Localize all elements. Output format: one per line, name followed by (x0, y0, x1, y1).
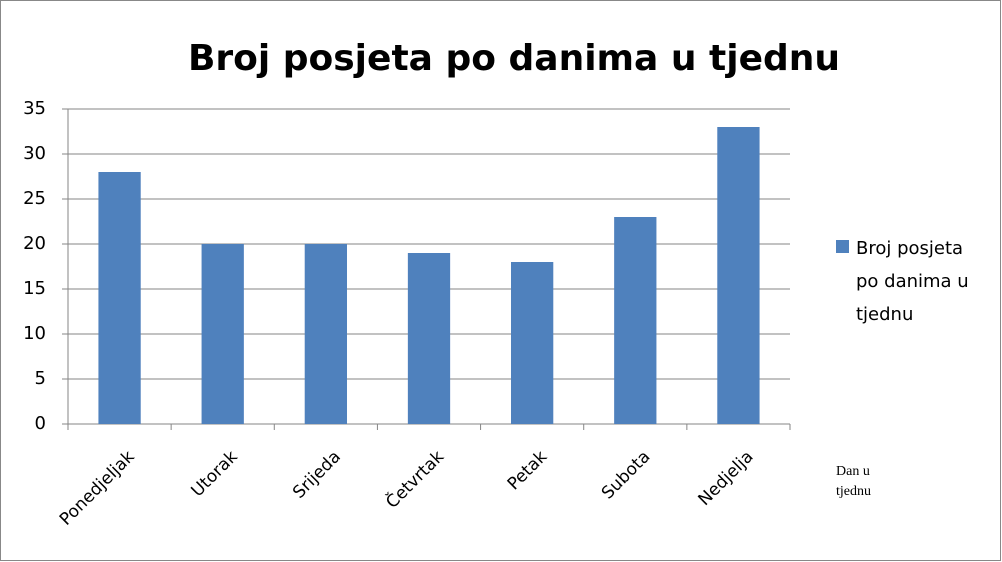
bar (98, 172, 141, 424)
bar (407, 253, 451, 424)
bar (201, 244, 244, 424)
bar (510, 262, 554, 424)
legend-swatch (836, 240, 849, 253)
bar (614, 217, 657, 424)
chart-title: Broj posjeta po danima u tjednu (188, 38, 840, 79)
y-tick-label: 5 (35, 368, 46, 389)
legend-label: Broj posjeta po danima u tjednu (856, 238, 969, 325)
y-tick-label: 30 (23, 143, 46, 164)
y-tick-label: 10 (23, 323, 46, 344)
y-tick-label: 35 (23, 98, 46, 119)
bar (304, 244, 348, 424)
bar (717, 127, 760, 424)
y-tick-label: 20 (23, 233, 46, 254)
x-axis-title: Dan u tjednu (836, 464, 871, 499)
y-tick-label: 15 (23, 278, 46, 299)
y-tick-label: 0 (35, 413, 46, 434)
y-tick-label: 25 (23, 188, 46, 209)
